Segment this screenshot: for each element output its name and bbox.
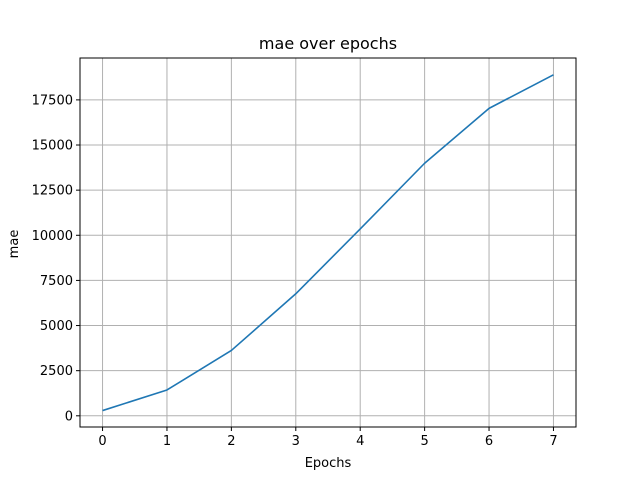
chart-title: mae over epochs xyxy=(259,34,397,53)
y-tick-label: 17500 xyxy=(32,93,73,108)
plot-frame xyxy=(79,57,577,428)
x-tick-label: 6 xyxy=(485,434,493,449)
y-axis-title: mae xyxy=(7,230,22,259)
y-tick-label: 15000 xyxy=(32,139,73,154)
x-tick-label: 3 xyxy=(292,434,300,449)
x-axis-ticks: 0 1 2 3 4 5 6 7 xyxy=(98,427,558,449)
x-tick-label: 7 xyxy=(549,434,557,449)
y-tick-label: 2500 xyxy=(40,364,73,379)
series-group xyxy=(102,74,554,412)
y-tick-label: 10000 xyxy=(32,229,73,244)
y-tick-label: 0 xyxy=(65,409,73,424)
x-axis-title: Epochs xyxy=(305,456,352,471)
y-tick-label: 7500 xyxy=(40,274,73,289)
x-tick-label: 5 xyxy=(420,434,428,449)
y-tick-label: 12500 xyxy=(32,184,73,199)
x-tick-label: 2 xyxy=(227,434,235,449)
y-tick-label: 5000 xyxy=(40,319,73,334)
x-tick-label: 1 xyxy=(163,434,171,449)
grid-lines xyxy=(80,58,576,427)
y-axis-ticks: 0 2500 5000 7500 10000 12500 15000 17500 xyxy=(32,93,80,424)
series-line xyxy=(102,74,554,412)
x-tick-label: 4 xyxy=(356,434,364,449)
x-tick-label: 0 xyxy=(98,434,106,449)
